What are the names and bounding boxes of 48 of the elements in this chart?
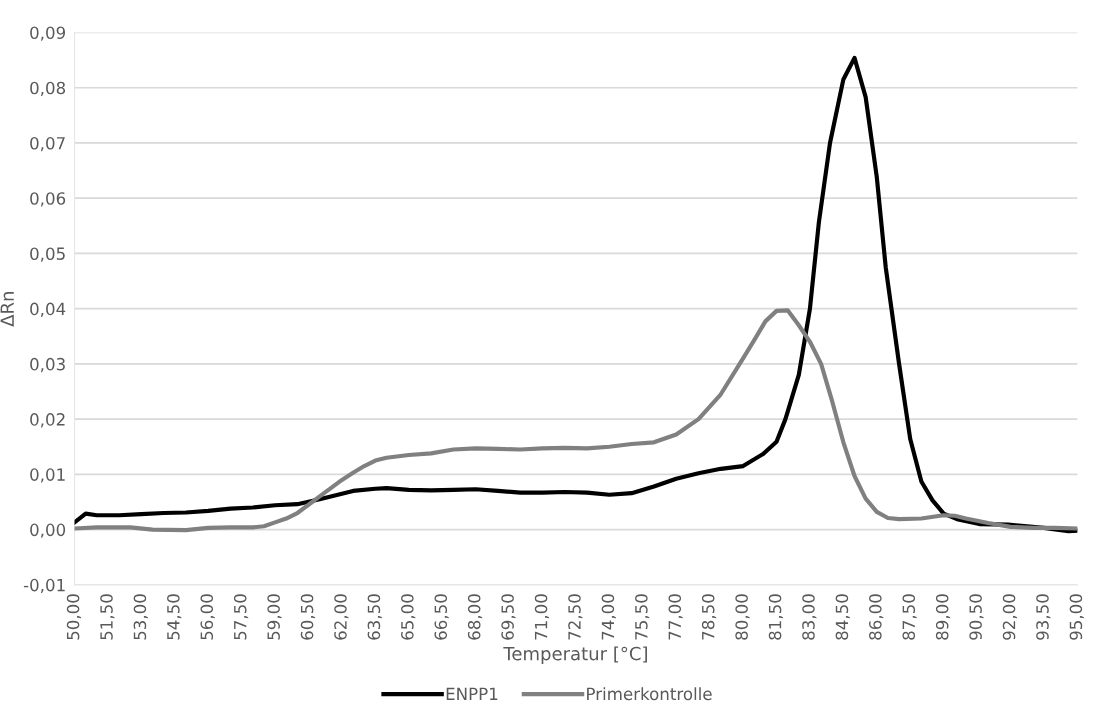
x-tick-label: 74,00 [601, 594, 616, 640]
x-tick-label: 57,50 [233, 594, 249, 640]
y-tick-label: 0,03 [30, 357, 65, 373]
x-tick-label: 92,00 [1002, 594, 1018, 640]
x-tick-label: 51,50 [100, 594, 115, 640]
x-tick-label: 80,00 [735, 594, 750, 640]
x-tick-label: 71,00 [534, 594, 550, 640]
y-tick-label: 0,01 [30, 468, 65, 483]
x-tick-label: 84,50 [835, 594, 850, 640]
x-tick-label: 68,00 [467, 594, 483, 640]
x-tick-label: 50,00 [66, 594, 82, 640]
x-tick-label: 54,50 [167, 594, 182, 640]
x-tick-label: 77,00 [668, 594, 683, 640]
x-tick-label: 69,50 [501, 594, 516, 640]
y-tick-label: 0,09 [30, 26, 66, 41]
x-tick-label: 87,50 [902, 594, 917, 640]
y-axis-title: ΔRn [0, 292, 14, 327]
x-tick-label: 62,00 [334, 594, 349, 640]
x-tick-label: 93,50 [1036, 594, 1051, 640]
y-tick-label: 0,06 [30, 192, 66, 207]
x-tick-label: 86,00 [869, 594, 884, 640]
x-axis-title: Temperatur [°C] [503, 646, 647, 664]
y-tick-label: 0,07 [30, 136, 65, 152]
x-tick-label: 75,50 [635, 594, 650, 640]
y-tick-label: 0,08 [30, 81, 66, 96]
x-tick-label: 83,00 [802, 594, 817, 640]
legend-label: Primerkontrolle [587, 687, 712, 701]
x-tick-label: 66,50 [434, 594, 449, 640]
x-tick-label: 65,00 [401, 594, 416, 640]
x-tick-label: 72,50 [568, 594, 583, 640]
x-tick-label: 78,50 [701, 594, 717, 640]
x-tick-label: 60,50 [300, 594, 316, 640]
y-tick-label: 0,04 [30, 302, 66, 317]
line-series [74, 55, 1078, 534]
x-tick-label: 81,50 [768, 594, 784, 640]
y-tick-label: 0,00 [30, 523, 66, 538]
x-tick-label: 59,00 [267, 594, 282, 640]
x-tick-label: 89,00 [935, 594, 951, 640]
y-tick-label: 0,05 [30, 247, 65, 262]
x-tick-label: 56,00 [200, 594, 215, 640]
y-tick-label: 0,02 [30, 413, 65, 428]
line-series [74, 308, 1078, 533]
y-tick-label: -0,01 [23, 578, 65, 594]
x-tick-label: 53,00 [133, 594, 148, 640]
x-tick-label: 63,50 [367, 594, 382, 640]
legend-label: ENPP1 [446, 687, 498, 700]
x-tick-label: 90,50 [969, 594, 984, 640]
x-tick-label: 95,00 [1069, 594, 1084, 640]
